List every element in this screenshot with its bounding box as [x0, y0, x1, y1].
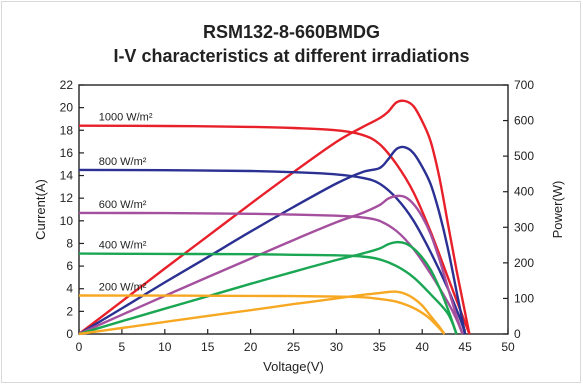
series-label-600: 600 W/m² [99, 199, 147, 211]
power-curve-400 [78, 240, 458, 336]
x-tick-label: 45 [458, 340, 472, 354]
series-labels: 1000 W/m² 800 W/m² 600 W/m² 400 W/m² 200 W/m… [99, 112, 153, 294]
x-tick-label: 5 [119, 340, 126, 354]
y-left-tick-label: 20 [60, 101, 74, 115]
y-axis-left-label: Current(A) [33, 179, 48, 240]
series-curves [78, 99, 471, 336]
x-tick-label: 30 [330, 340, 344, 354]
chart-title: RSM132-8-660BMDG [202, 22, 381, 42]
y-right-tick-label: 700 [514, 78, 534, 92]
power-curve-200 [78, 290, 446, 336]
x-tick-label: 15 [201, 340, 215, 354]
series-label-200: 200 W/m² [99, 282, 147, 294]
x-axis-ticks: 0 5 10 15 20 25 30 35 40 45 50 [76, 329, 515, 354]
y-left-tick-label: 6 [66, 259, 73, 273]
y-left-tick-label: 22 [60, 78, 74, 92]
series-label-400: 400 W/m² [99, 240, 147, 252]
y-left-tick-label: 10 [60, 214, 74, 228]
y-right-tick-label: 500 [514, 149, 534, 163]
series-label-1000: 1000 W/m² [99, 112, 153, 124]
y-left-tick-label: 0 [66, 327, 73, 341]
y-left-tick-label: 8 [66, 236, 73, 250]
y-left-tick-label: 12 [60, 191, 74, 205]
power-curve-1000 [78, 99, 471, 335]
current-curve-600 [78, 211, 464, 335]
y-right-tick-label: 600 [514, 114, 534, 128]
y-left-tick-label: 14 [60, 169, 74, 183]
y-left-tick-label: 16 [60, 146, 74, 160]
y-right-tick-label: 400 [514, 185, 534, 199]
chart-subtitle: I-V characteristics at different irradia… [113, 46, 470, 66]
power-curve-600 [78, 194, 464, 336]
x-tick-label: 10 [158, 340, 172, 354]
x-tick-label: 0 [76, 340, 83, 354]
current-curve-400 [78, 252, 458, 335]
y-left-tick-label: 18 [60, 123, 74, 137]
x-tick-label: 50 [501, 340, 515, 354]
x-tick-label: 35 [373, 340, 387, 354]
y-left-tick-label: 2 [66, 304, 73, 318]
power-curve-800 [78, 145, 467, 336]
series-label-800: 800 W/m² [99, 156, 147, 168]
x-tick-label: 25 [287, 340, 301, 354]
x-tick-label: 20 [244, 340, 258, 354]
x-tick-label: 40 [416, 340, 430, 354]
current-curve-1000 [78, 124, 471, 335]
left-axis-ticks: 0 2 4 6 8 10 12 14 16 18 20 22 [60, 78, 84, 341]
y-axis-right-label: Power(W) [550, 181, 565, 239]
current-curve-200 [78, 294, 446, 335]
right-axis-ticks: 0 100 200 300 400 500 600 700 [503, 78, 534, 341]
y-right-tick-label: 100 [514, 291, 534, 305]
y-right-tick-label: 300 [514, 220, 534, 234]
x-axis-label: Voltage(V) [263, 359, 324, 374]
y-right-tick-label: 0 [514, 327, 521, 341]
y-left-tick-label: 4 [66, 282, 73, 296]
y-right-tick-label: 200 [514, 256, 534, 270]
